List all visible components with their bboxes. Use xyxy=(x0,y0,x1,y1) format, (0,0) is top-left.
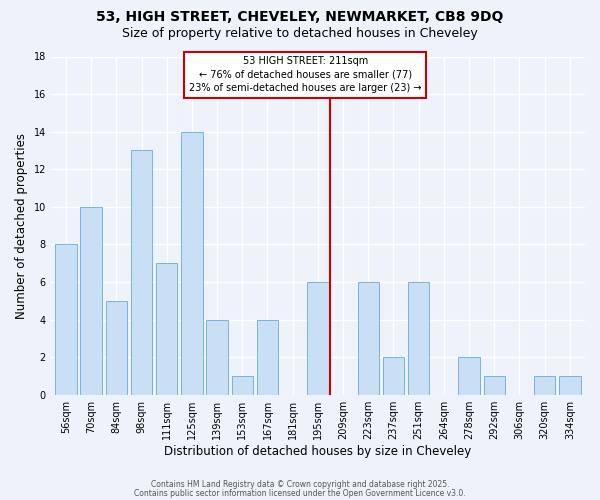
Bar xyxy=(232,376,253,394)
Bar xyxy=(383,357,404,395)
Y-axis label: Number of detached properties: Number of detached properties xyxy=(15,132,28,318)
Bar xyxy=(55,244,77,394)
Text: Contains public sector information licensed under the Open Government Licence v3: Contains public sector information licen… xyxy=(134,489,466,498)
Bar xyxy=(358,282,379,395)
Text: 53, HIGH STREET, CHEVELEY, NEWMARKET, CB8 9DQ: 53, HIGH STREET, CHEVELEY, NEWMARKET, CB… xyxy=(97,10,503,24)
Bar xyxy=(257,320,278,394)
Text: Size of property relative to detached houses in Cheveley: Size of property relative to detached ho… xyxy=(122,28,478,40)
Bar xyxy=(484,376,505,394)
Bar xyxy=(307,282,329,395)
Bar xyxy=(156,263,178,394)
Bar xyxy=(559,376,581,394)
Text: Contains HM Land Registry data © Crown copyright and database right 2025.: Contains HM Land Registry data © Crown c… xyxy=(151,480,449,489)
Bar xyxy=(458,357,480,395)
X-axis label: Distribution of detached houses by size in Cheveley: Distribution of detached houses by size … xyxy=(164,444,472,458)
Bar xyxy=(206,320,228,394)
Text: 53 HIGH STREET: 211sqm
← 76% of detached houses are smaller (77)
23% of semi-det: 53 HIGH STREET: 211sqm ← 76% of detached… xyxy=(189,56,422,93)
Bar xyxy=(80,207,102,394)
Bar xyxy=(534,376,556,394)
Bar xyxy=(181,132,203,394)
Bar xyxy=(408,282,430,395)
Bar xyxy=(106,301,127,394)
Bar xyxy=(131,150,152,394)
